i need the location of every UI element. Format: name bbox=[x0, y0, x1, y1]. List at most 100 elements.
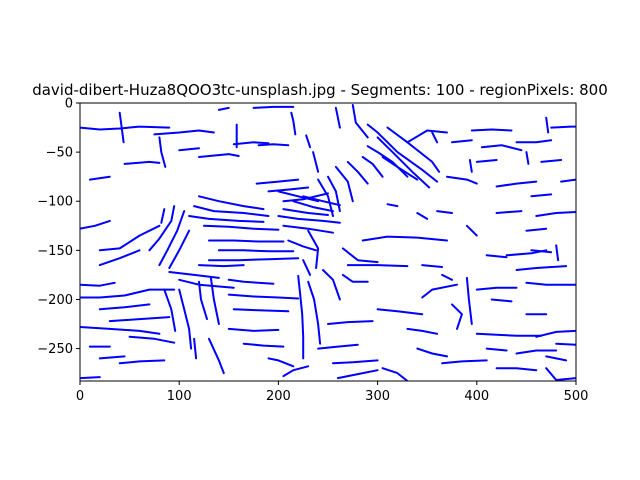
segment-line-100 bbox=[485, 347, 508, 352]
segment-line-41 bbox=[217, 249, 295, 253]
segment-line-64 bbox=[227, 278, 275, 285]
segment-line-102 bbox=[515, 349, 558, 355]
segment-line-33 bbox=[282, 208, 329, 216]
x-axis: 0 100 200 300 400 500 bbox=[76, 381, 588, 404]
segment-line-61 bbox=[178, 288, 193, 350]
segment-line-87 bbox=[282, 365, 310, 378]
y-tick-label: −150 bbox=[37, 244, 73, 259]
segment-line-73 bbox=[341, 247, 379, 264]
segment-line-54 bbox=[98, 249, 141, 267]
segment-line-27 bbox=[346, 160, 369, 185]
segment-line-93 bbox=[376, 308, 424, 316]
segment-line-6 bbox=[178, 147, 200, 152]
segment-line-18 bbox=[351, 104, 369, 139]
segment-line-55 bbox=[80, 219, 111, 230]
segment-line-135 bbox=[525, 151, 530, 165]
segment-line-12 bbox=[257, 143, 290, 147]
segment-line-97 bbox=[451, 303, 463, 330]
segment-line-84 bbox=[242, 342, 285, 348]
segment-line-122 bbox=[416, 212, 429, 220]
segment-line-85 bbox=[227, 327, 280, 332]
segment-line-45 bbox=[282, 224, 334, 234]
segment-line-75 bbox=[98, 303, 151, 311]
segment-line-47 bbox=[307, 229, 320, 269]
segment-line-5 bbox=[153, 129, 215, 136]
segment-line-24 bbox=[386, 126, 441, 173]
segment-line-137 bbox=[530, 249, 553, 254]
segment-line-51 bbox=[160, 208, 166, 224]
segment-line-49 bbox=[158, 210, 186, 267]
segment-line-89 bbox=[317, 343, 359, 350]
segment-line-50 bbox=[148, 205, 176, 252]
segment-line-43 bbox=[198, 264, 245, 268]
y-tick-label: −50 bbox=[46, 146, 73, 161]
segment-line-90 bbox=[332, 359, 379, 365]
segment-line-94 bbox=[406, 327, 439, 335]
segment-line-58 bbox=[178, 278, 235, 289]
x-tick-label: 400 bbox=[464, 389, 489, 404]
segment-line-70 bbox=[341, 273, 369, 283]
segment-line-80 bbox=[118, 359, 166, 365]
segment-line-77 bbox=[80, 326, 161, 335]
segment-line-67 bbox=[297, 274, 305, 360]
segment-line-35 bbox=[282, 192, 329, 203]
segment-line-34 bbox=[277, 190, 320, 203]
segment-line-65 bbox=[227, 293, 300, 300]
segment-line-127 bbox=[475, 159, 498, 163]
segment-line-14 bbox=[255, 178, 300, 185]
segment-line-21 bbox=[366, 123, 439, 183]
segment-line-78 bbox=[128, 335, 176, 344]
segment-line-8 bbox=[217, 106, 230, 111]
segment-line-126 bbox=[480, 144, 523, 152]
segment-line-52 bbox=[168, 229, 191, 269]
segment-line-116 bbox=[525, 227, 548, 232]
segment-line-117 bbox=[555, 244, 560, 262]
segment-line-36 bbox=[198, 195, 265, 211]
chart-title: david-dibert-Huza8QOO3tc-unsplash.jpg - … bbox=[32, 81, 608, 99]
x-tick-label: 300 bbox=[365, 389, 390, 404]
y-tick-label: −200 bbox=[37, 293, 73, 308]
segment-line-0 bbox=[80, 125, 171, 131]
segment-line-20 bbox=[406, 129, 448, 144]
segment-line-140 bbox=[431, 131, 439, 144]
segment-line-59 bbox=[198, 280, 208, 321]
segment-line-129 bbox=[530, 193, 553, 198]
segment-line-30 bbox=[317, 178, 334, 217]
segment-line-26 bbox=[361, 156, 384, 178]
segment-line-28 bbox=[334, 165, 354, 203]
segment-line-124 bbox=[446, 175, 478, 185]
segment-line-3 bbox=[88, 175, 111, 181]
segment-line-9 bbox=[252, 105, 295, 109]
y-tick-label: 0 bbox=[65, 97, 73, 112]
segment-line-108 bbox=[475, 286, 518, 291]
segment-line-92 bbox=[381, 367, 409, 381]
segment-line-106 bbox=[555, 342, 576, 346]
segment-line-114 bbox=[421, 264, 444, 268]
segment-line-44 bbox=[277, 215, 341, 224]
segment-line-38 bbox=[188, 215, 265, 223]
segment-line-76 bbox=[108, 316, 171, 323]
x-tick-label: 200 bbox=[266, 389, 291, 404]
segment-line-118 bbox=[495, 210, 523, 214]
segment-line-123 bbox=[386, 203, 399, 208]
segment-line-16 bbox=[312, 151, 320, 173]
segment-line-62 bbox=[163, 288, 177, 332]
segment-line-107 bbox=[545, 355, 568, 362]
segment-line-66 bbox=[232, 308, 290, 313]
segment-line-134 bbox=[545, 116, 550, 134]
segment-line-56 bbox=[80, 281, 116, 287]
segment-line-105 bbox=[545, 367, 576, 381]
segment-line-71 bbox=[346, 264, 409, 268]
segment-line-19 bbox=[305, 134, 312, 149]
segment-line-53 bbox=[98, 224, 161, 252]
segment-line-60 bbox=[209, 276, 220, 325]
segment-lines bbox=[80, 104, 576, 381]
segment-line-111 bbox=[525, 281, 576, 286]
segment-line-1 bbox=[118, 111, 125, 144]
segment-line-130 bbox=[515, 139, 553, 144]
segment-line-109 bbox=[490, 298, 513, 303]
segment-line-82 bbox=[98, 355, 126, 360]
segment-line-83 bbox=[208, 337, 225, 375]
segment-line-40 bbox=[208, 239, 285, 243]
